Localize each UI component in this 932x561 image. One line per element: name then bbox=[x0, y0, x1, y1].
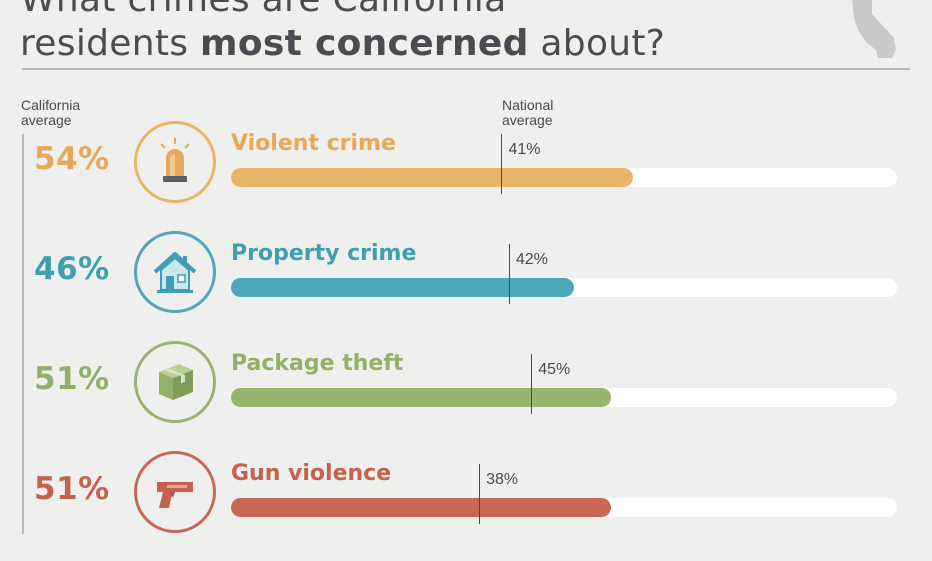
row-gun-violence: 51% Gun violence 38% bbox=[0, 451, 932, 561]
icon-badge bbox=[134, 341, 216, 423]
ca-bar bbox=[231, 498, 611, 517]
house-icon bbox=[153, 252, 197, 293]
gun-icon bbox=[157, 482, 193, 508]
ca-bar bbox=[231, 388, 611, 407]
national-value: 42% bbox=[515, 251, 548, 268]
national-value: 45% bbox=[538, 361, 571, 378]
category-label: Violent crime bbox=[231, 131, 396, 156]
ca-bar bbox=[231, 168, 634, 187]
bar-track bbox=[231, 498, 897, 517]
row-package-theft: 51% Package theft 45% bbox=[0, 341, 932, 451]
title-line-2-post: about? bbox=[528, 23, 666, 64]
national-average-label-line2: average bbox=[502, 112, 553, 128]
national-marker bbox=[501, 134, 503, 194]
bar-track bbox=[231, 168, 897, 187]
bar-track bbox=[231, 278, 897, 297]
national-marker bbox=[508, 244, 510, 304]
title-divider bbox=[22, 68, 910, 70]
national-value: 41% bbox=[508, 141, 541, 158]
national-value: 38% bbox=[486, 471, 519, 488]
category-label: Package theft bbox=[231, 351, 404, 376]
ca-average-label-line2: average bbox=[21, 112, 72, 128]
category-label: Gun violence bbox=[231, 461, 392, 486]
ca-value: 46% bbox=[34, 251, 110, 287]
category-label: Property crime bbox=[231, 241, 417, 266]
california-map-icon bbox=[852, 0, 896, 58]
siren-icon bbox=[160, 138, 190, 182]
title-line-2-bold: most concerned bbox=[200, 23, 529, 64]
ca-axis-line bbox=[22, 134, 24, 534]
national-average-label-line1: National bbox=[502, 97, 554, 113]
icon-badge bbox=[134, 121, 216, 203]
ca-value: 54% bbox=[34, 141, 110, 177]
national-marker bbox=[479, 464, 481, 524]
title-line-1: What crimes are California bbox=[20, 0, 665, 22]
icon-badge bbox=[134, 451, 216, 533]
ca-bar bbox=[231, 278, 574, 297]
package-icon bbox=[159, 364, 193, 400]
chart-title: What crimes are California residents mos… bbox=[20, 0, 665, 66]
national-marker bbox=[531, 354, 533, 414]
title-line-2-pre: residents bbox=[20, 23, 201, 64]
ca-value: 51% bbox=[34, 361, 110, 397]
national-average-label: National average bbox=[502, 98, 553, 128]
bar-track bbox=[231, 388, 897, 407]
ca-average-label: California average bbox=[21, 98, 80, 128]
icon-badge bbox=[134, 231, 216, 313]
row-violent-crime: 54% Violent crime 41% bbox=[0, 121, 932, 231]
ca-value: 51% bbox=[34, 471, 110, 507]
row-property-crime: 46% Property crime 42% bbox=[0, 231, 932, 341]
title-line-2: residents most concerned about? bbox=[20, 22, 665, 66]
ca-average-label-line1: California bbox=[21, 97, 81, 113]
